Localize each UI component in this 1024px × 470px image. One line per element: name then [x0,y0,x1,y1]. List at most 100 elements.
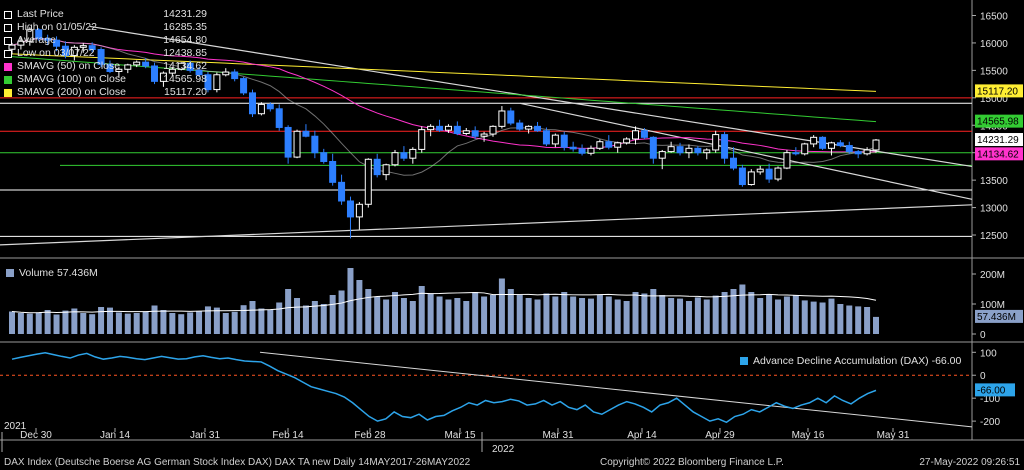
volume-bar [258,308,265,334]
volume-bar [632,292,639,334]
price-tag [975,147,1023,161]
candle-body [53,39,61,47]
t-marker-icon [4,49,12,58]
candle-body [35,29,43,40]
legend-row: SMAVG (200) on Close 15117.20 [4,86,207,99]
volume-bar [445,299,452,334]
x-tick-label: Feb 28 [354,430,386,441]
candle-body [79,45,87,48]
candle-body [409,148,417,159]
candle-body [159,72,167,82]
volume-bar [213,307,220,334]
candle-body [391,152,399,166]
candle-body [578,148,586,154]
price-tick-label: 15000 [980,94,1008,105]
x-tick-label: May 31 [877,430,910,441]
legend-label: SMAVG (50) on Close [17,60,121,72]
advance-decline-legend: Advance Decline Accumulation (DAX) -66.0… [740,355,962,367]
volume-bar [320,304,327,334]
candle-body [382,164,390,176]
adv-line [11,351,877,424]
volume-bar [133,313,140,334]
candle-body [756,168,764,173]
price-tag [975,133,1023,147]
candle-body [614,142,622,148]
price-tag [975,114,1023,128]
candle-body [355,203,363,218]
volume-bar [855,306,862,334]
volume-bar [276,302,283,334]
volume-bar [311,301,318,334]
x-tick-label: Feb 14 [272,430,304,441]
x-tick-label: Apr 29 [705,430,735,441]
legend-value: 14654.80 [163,34,207,46]
candle-body [542,130,550,145]
candle-body [195,69,203,76]
volume-bar [400,298,407,334]
volume-bar [668,298,675,334]
price-tick-label: 12500 [980,231,1008,242]
volume-bar [427,293,434,334]
square-outline-icon [4,36,12,45]
volume-bar [356,280,363,334]
candle-body [836,142,844,147]
candle-body [133,61,141,66]
candle-body [810,136,818,145]
volume-tick-label: 100M [980,300,1005,311]
volume-bar [240,305,247,334]
footer-timestamp: 27-May-2022 09:26:51 [919,457,1020,468]
volume-bar [329,295,336,334]
candle-body [373,158,381,176]
volume-bar [579,298,586,334]
legend-row: Average 14654.80 [4,34,207,47]
volume-bar [757,298,764,334]
price-tag-label: 14231.29 [977,135,1019,146]
candle-body [632,130,640,140]
candle-body [569,146,577,150]
candle-body [213,74,221,91]
legend-row: Last Price 14231.29 [4,8,207,21]
price-tag-label: 15117.20 [977,86,1018,97]
candle-body [222,71,230,76]
legend-row: SMAVG (50) on Close 14134.62 [4,60,207,73]
trend-line [519,102,973,200]
candle-body [551,134,559,145]
volume-bar [721,292,728,334]
volume-bar [534,299,541,334]
volume-bar [543,293,550,334]
candle-body [70,46,78,57]
price-tick-label: 13500 [980,176,1008,187]
legend-row: SMAVG (100) on Close 14565.98 [4,73,207,86]
volume-bar [383,299,390,334]
volume-bar [650,289,657,334]
volume-legend: Volume 57.436M [6,267,98,279]
volume-bar [685,301,692,334]
candle-body [248,92,256,115]
candle-body [729,157,737,169]
candle-body [444,125,452,131]
candle-body [667,146,675,153]
volume-bar [472,292,479,334]
volume-legend-label: Volume 57.436M [19,267,98,279]
volume-bar [561,292,568,334]
volume-bar [525,298,532,334]
candle-body [44,38,52,41]
x-tick-label: Mar 31 [542,430,574,441]
volume-bar [409,301,416,334]
candle-body [88,45,96,51]
volume-bar [516,295,523,334]
candle-body [872,139,880,151]
volume-bar [507,289,514,334]
volume-bar [605,296,612,334]
candle-body [685,147,693,154]
legend-label: Low on 03/07/22 [17,47,95,59]
candle-body [516,122,524,130]
volume-bar [454,298,461,334]
adv-tag [975,383,1015,397]
candle-body [329,160,337,183]
candle-body [364,158,372,205]
candle-body [320,152,328,162]
candle-body [151,65,159,82]
volume-bar [231,311,238,334]
volume-bar [873,316,879,334]
